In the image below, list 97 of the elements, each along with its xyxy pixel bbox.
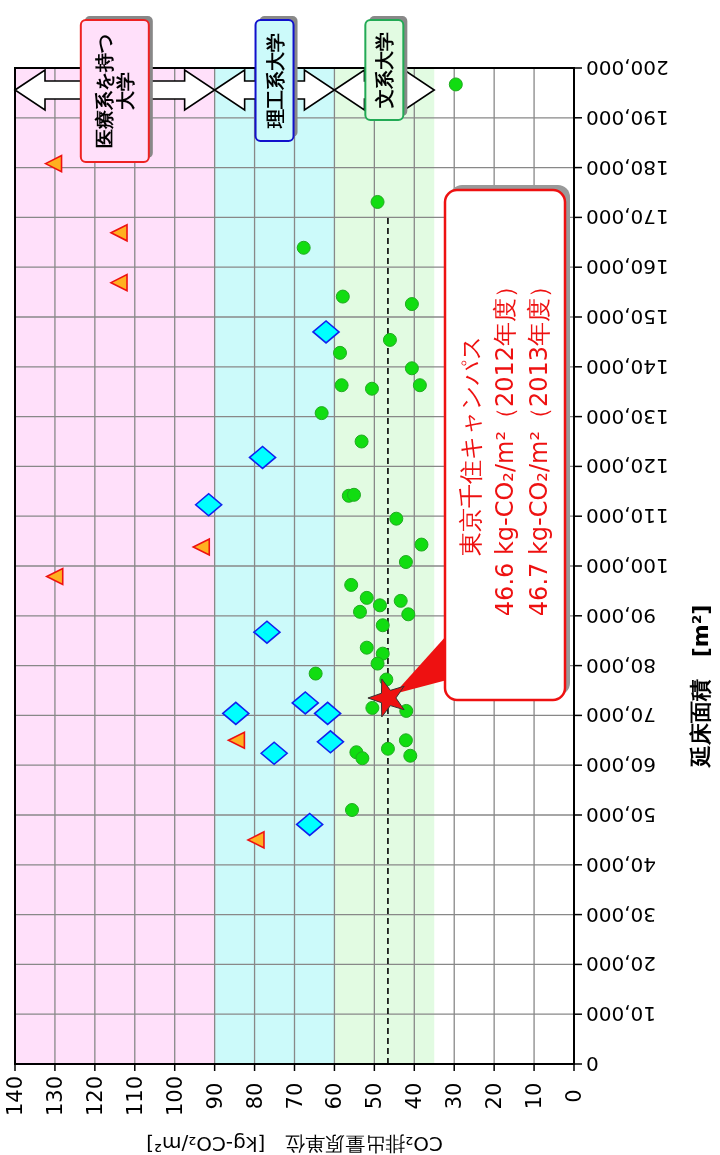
point bbox=[404, 361, 419, 376]
x-tick-label: 20 bbox=[482, 1082, 507, 1110]
x-tick-label: 30 bbox=[442, 1082, 467, 1110]
point bbox=[222, 701, 250, 726]
point bbox=[354, 434, 369, 449]
point bbox=[380, 741, 395, 756]
y-tick-label: 180,000 bbox=[586, 155, 669, 180]
x-tick-label: 120 bbox=[82, 1075, 107, 1117]
x-tick-label: 130 bbox=[42, 1075, 67, 1117]
x-tick-label: 40 bbox=[402, 1082, 427, 1110]
point bbox=[333, 345, 348, 360]
point bbox=[404, 297, 419, 312]
point bbox=[314, 406, 329, 421]
y-tick-label: 200,000 bbox=[586, 56, 669, 80]
y-tick-label: 120,000 bbox=[586, 454, 669, 479]
point bbox=[412, 378, 427, 393]
point bbox=[248, 445, 277, 470]
point bbox=[401, 607, 416, 622]
point bbox=[44, 154, 63, 173]
y-tick-label: 140,000 bbox=[586, 354, 669, 379]
point bbox=[359, 640, 374, 655]
x-tick-label: 90 bbox=[202, 1082, 227, 1110]
point bbox=[367, 678, 405, 718]
point bbox=[414, 537, 429, 552]
y-tick-label: 10,000 bbox=[586, 1002, 656, 1027]
point bbox=[313, 701, 342, 726]
y-tick-label: 110,000 bbox=[586, 504, 669, 529]
point bbox=[308, 666, 323, 681]
y-tick-label: 170,000 bbox=[586, 205, 669, 230]
x-tick-label: 100 bbox=[162, 1075, 187, 1117]
point bbox=[352, 604, 367, 619]
band-label: 文系大学 bbox=[373, 32, 396, 109]
band-label: 理工系大学 bbox=[263, 33, 286, 129]
point bbox=[364, 381, 379, 396]
y-tick-label: 160,000 bbox=[586, 255, 669, 280]
point bbox=[291, 691, 320, 715]
y-tick-label: 90,000 bbox=[586, 603, 656, 628]
annotation: 46.6 kg-CO₂/m²（2012年度） bbox=[491, 273, 519, 617]
point bbox=[403, 748, 418, 763]
point bbox=[110, 224, 128, 242]
point bbox=[45, 567, 64, 586]
y-tick-label: 40,000 bbox=[586, 852, 656, 877]
x-tick-label: 110 bbox=[122, 1075, 147, 1117]
y-tick-label: 20,000 bbox=[586, 952, 656, 977]
point bbox=[346, 487, 361, 502]
point bbox=[253, 620, 281, 645]
point bbox=[335, 289, 350, 304]
annotation: 東京千住キャンパス bbox=[457, 334, 485, 556]
point bbox=[393, 593, 408, 608]
x-tick-label: 50 bbox=[362, 1082, 387, 1110]
y-tick-label: 190,000 bbox=[586, 105, 669, 130]
point bbox=[345, 803, 359, 818]
y-tick-label: 100,000 bbox=[586, 554, 669, 578]
point bbox=[382, 332, 397, 347]
point bbox=[247, 831, 265, 849]
y-tick-label: 150,000 bbox=[586, 305, 669, 329]
y-tick-label: 130,000 bbox=[586, 404, 669, 429]
y-tick-label: 0 bbox=[586, 1052, 599, 1076]
point bbox=[399, 703, 414, 718]
point bbox=[227, 731, 246, 750]
point bbox=[344, 577, 359, 592]
annotation: 46.7 kg-CO₂/m²（2013年度） bbox=[525, 273, 553, 617]
point bbox=[110, 273, 128, 292]
x-tick-label: 70 bbox=[282, 1082, 307, 1110]
point bbox=[375, 646, 390, 661]
y-tick-label: 70,000 bbox=[586, 703, 656, 728]
point bbox=[296, 240, 311, 255]
point bbox=[372, 598, 387, 613]
point bbox=[359, 590, 374, 605]
x-tick-label: 10 bbox=[522, 1082, 547, 1110]
y-tick-label: 50,000 bbox=[586, 803, 656, 827]
point bbox=[398, 555, 413, 570]
point bbox=[355, 751, 370, 766]
point bbox=[448, 77, 463, 92]
point bbox=[316, 729, 345, 754]
point bbox=[194, 492, 223, 517]
point bbox=[192, 538, 211, 556]
point bbox=[375, 618, 390, 633]
point bbox=[365, 700, 380, 715]
band-label: 医療系を持つ大学 bbox=[93, 34, 137, 148]
x-axis-title: CO₂排出量原単位 [kg-CO₂/m²] bbox=[146, 1132, 443, 1155]
point bbox=[312, 320, 340, 344]
y-tick-label: 80,000 bbox=[586, 653, 656, 678]
point bbox=[370, 194, 385, 209]
x-tick-label: 140 bbox=[3, 1075, 27, 1117]
point bbox=[398, 733, 413, 748]
y-tick-label: 30,000 bbox=[586, 902, 656, 927]
point bbox=[334, 378, 349, 393]
y-tick-label: 60,000 bbox=[586, 753, 656, 778]
point bbox=[260, 741, 288, 766]
x-tick-label: 80 bbox=[242, 1082, 267, 1110]
y-axis-title: 延床面積 [m²] bbox=[687, 604, 713, 770]
point bbox=[389, 511, 404, 526]
point bbox=[295, 812, 324, 837]
x-tick-label: 60 bbox=[322, 1082, 347, 1110]
x-tick-label: 0 bbox=[562, 1089, 586, 1103]
point bbox=[370, 656, 385, 671]
